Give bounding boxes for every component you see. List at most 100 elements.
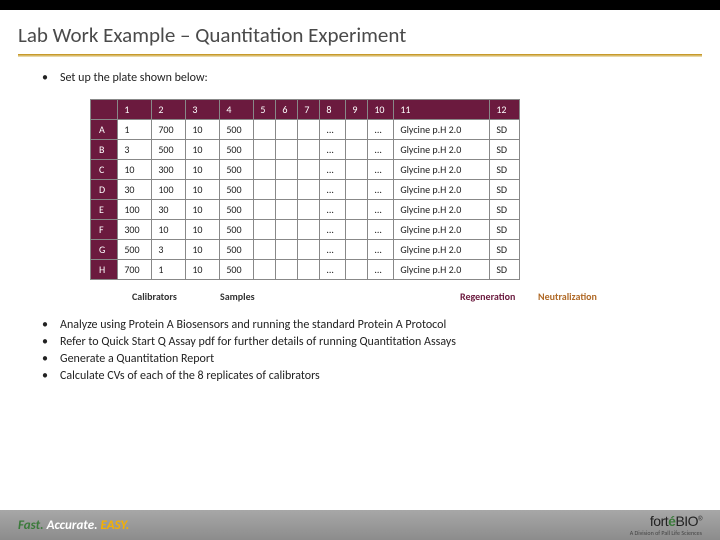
lower-bullets: • Analyze using Protein A Biosensors and…	[42, 318, 678, 383]
table-cell: Glycine p.H 2.0	[394, 180, 490, 200]
row-header: H	[91, 260, 118, 280]
table-cell	[298, 260, 320, 280]
table-cell	[346, 260, 368, 280]
table-cell	[298, 140, 320, 160]
table-cell: SD	[490, 220, 520, 240]
table-cell: 10	[186, 140, 220, 160]
gold-divider	[18, 54, 702, 57]
table-row: G500310500......Glycine p.H 2.0SD	[91, 240, 520, 260]
table-cell	[276, 240, 298, 260]
table-cell: ...	[368, 120, 394, 140]
col-header: 12	[490, 100, 520, 120]
table-cell: ...	[368, 180, 394, 200]
table-cell: 500	[220, 240, 254, 260]
table-cell: 30	[152, 200, 186, 220]
table-cell: 10	[186, 220, 220, 240]
table-cell	[254, 220, 276, 240]
table-cell	[276, 180, 298, 200]
table-row: C1030010500......Glycine p.H 2.0SD	[91, 160, 520, 180]
bullet-dot: •	[42, 352, 60, 366]
bullet-text: Refer to Quick Start Q Assay pdf for fur…	[60, 335, 456, 349]
table-cell: SD	[490, 240, 520, 260]
table-cell: 500	[220, 260, 254, 280]
table-cell: 100	[152, 180, 186, 200]
col-header: 5	[254, 100, 276, 120]
table-cell	[254, 120, 276, 140]
table-row: E1003010500......Glycine p.H 2.0SD	[91, 200, 520, 220]
table-cell	[276, 140, 298, 160]
table-cell: 500	[220, 200, 254, 220]
col-header: 7	[298, 100, 320, 120]
table-cell: 500	[220, 140, 254, 160]
col-header: 3	[186, 100, 220, 120]
tagline-accurate: Accurate.	[47, 518, 98, 533]
table-cell: 10	[186, 180, 220, 200]
table-cell: Glycine p.H 2.0	[394, 240, 490, 260]
table-cell: SD	[490, 160, 520, 180]
footer-logo: fortéBIO® A Division of Pall Life Scienc…	[630, 514, 702, 536]
table-cell	[298, 120, 320, 140]
table-cell	[346, 140, 368, 160]
footer-tagline: Fast. Accurate. EASY.	[18, 518, 129, 533]
plate-table: 1 2 3 4 5 6 7 8 9 10 11 12 A170010500...…	[90, 99, 520, 280]
table-cell	[254, 160, 276, 180]
row-header: F	[91, 220, 118, 240]
bullet-item: • Refer to Quick Start Q Assay pdf for f…	[42, 335, 678, 349]
table-cell	[298, 240, 320, 260]
under-table-labels: Calibrators Samples Regeneration Neutral…	[90, 284, 678, 306]
bullet-dot: •	[42, 318, 60, 332]
table-cell	[346, 160, 368, 180]
table-cell: 10	[186, 240, 220, 260]
table-row: B350010500......Glycine p.H 2.0SD	[91, 140, 520, 160]
table-cell	[346, 220, 368, 240]
col-header: 8	[320, 100, 346, 120]
table-cell: ...	[320, 140, 346, 160]
table-row: A170010500......Glycine p.H 2.0SD	[91, 120, 520, 140]
table-cell	[346, 180, 368, 200]
table-cell: 100	[118, 200, 152, 220]
col-header: 6	[276, 100, 298, 120]
table-cell: ...	[320, 260, 346, 280]
table-cell: 700	[118, 260, 152, 280]
table-cell: Glycine p.H 2.0	[394, 200, 490, 220]
logo-pre: fort	[650, 513, 668, 529]
table-row: H700110500......Glycine p.H 2.0SD	[91, 260, 520, 280]
table-cell: 500	[220, 160, 254, 180]
table-cell	[276, 260, 298, 280]
table-cell: 10	[152, 220, 186, 240]
table-cell: ...	[320, 120, 346, 140]
table-cell	[298, 160, 320, 180]
table-cell	[346, 240, 368, 260]
logo-post: BIO	[675, 513, 698, 529]
table-cell: 700	[152, 120, 186, 140]
logo-sub: A Division of Pall Life Sciences	[630, 530, 702, 536]
bullet-text: Calculate CVs of each of the 8 replicate…	[60, 369, 320, 383]
table-cell: ...	[368, 260, 394, 280]
table-cell: ...	[368, 220, 394, 240]
table-cell: 10	[186, 200, 220, 220]
table-cell: SD	[490, 180, 520, 200]
table-cell	[298, 200, 320, 220]
table-cell: ...	[320, 200, 346, 220]
col-header	[91, 100, 118, 120]
col-header: 9	[346, 100, 368, 120]
table-cell: 10	[186, 260, 220, 280]
col-header: 4	[220, 100, 254, 120]
table-cell	[346, 200, 368, 220]
table-header-row: 1 2 3 4 5 6 7 8 9 10 11 12	[91, 100, 520, 120]
col-header: 2	[152, 100, 186, 120]
bullet-dot: •	[42, 335, 60, 349]
table-row: F3001010500......Glycine p.H 2.0SD	[91, 220, 520, 240]
table-cell	[276, 120, 298, 140]
table-cell	[276, 160, 298, 180]
row-header: A	[91, 120, 118, 140]
row-header: D	[91, 180, 118, 200]
samples-label: Samples	[220, 290, 255, 303]
table-cell: ...	[320, 180, 346, 200]
table-cell: 3	[118, 140, 152, 160]
table-cell: ...	[368, 160, 394, 180]
bullet-item: • Analyze using Protein A Biosensors and…	[42, 318, 678, 332]
col-header: 1	[118, 100, 152, 120]
top-black-bar	[0, 0, 720, 10]
page-title: Lab Work Example – Quantitation Experime…	[0, 10, 720, 54]
